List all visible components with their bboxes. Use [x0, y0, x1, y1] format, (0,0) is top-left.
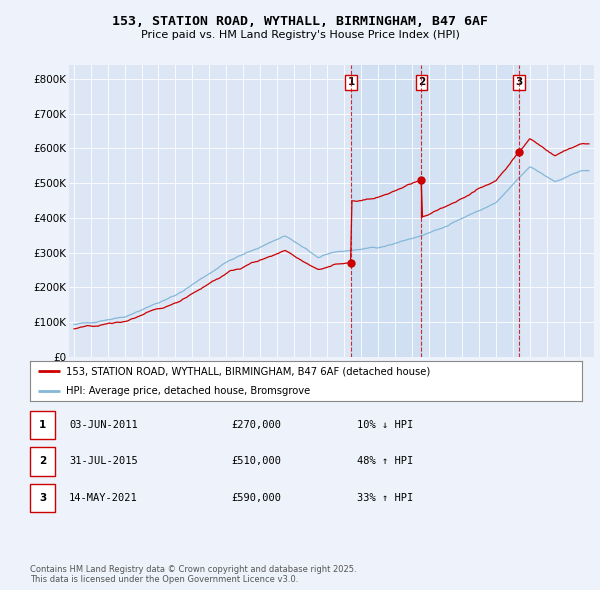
- Bar: [351, 65, 421, 357]
- Text: 10% ↓ HPI: 10% ↓ HPI: [357, 420, 413, 430]
- Text: 1: 1: [39, 420, 46, 430]
- Text: 3: 3: [39, 493, 46, 503]
- Text: £510,000: £510,000: [231, 457, 281, 466]
- Bar: [421, 65, 519, 357]
- Text: 2: 2: [418, 77, 425, 87]
- Text: 03-JUN-2011: 03-JUN-2011: [69, 420, 138, 430]
- Text: 2: 2: [39, 457, 46, 466]
- Text: 3: 3: [515, 77, 523, 87]
- Text: 14-MAY-2021: 14-MAY-2021: [69, 493, 138, 503]
- Text: 153, STATION ROAD, WYTHALL, BIRMINGHAM, B47 6AF (detached house): 153, STATION ROAD, WYTHALL, BIRMINGHAM, …: [66, 366, 430, 376]
- Text: HPI: Average price, detached house, Bromsgrove: HPI: Average price, detached house, Brom…: [66, 386, 310, 396]
- Text: Contains HM Land Registry data © Crown copyright and database right 2025.
This d: Contains HM Land Registry data © Crown c…: [30, 565, 356, 584]
- Text: £590,000: £590,000: [231, 493, 281, 503]
- Text: 1: 1: [347, 77, 355, 87]
- Text: 33% ↑ HPI: 33% ↑ HPI: [357, 493, 413, 503]
- Text: Price paid vs. HM Land Registry's House Price Index (HPI): Price paid vs. HM Land Registry's House …: [140, 30, 460, 40]
- Text: £270,000: £270,000: [231, 420, 281, 430]
- Text: 31-JUL-2015: 31-JUL-2015: [69, 457, 138, 466]
- Text: 153, STATION ROAD, WYTHALL, BIRMINGHAM, B47 6AF: 153, STATION ROAD, WYTHALL, BIRMINGHAM, …: [112, 15, 488, 28]
- Text: 48% ↑ HPI: 48% ↑ HPI: [357, 457, 413, 466]
